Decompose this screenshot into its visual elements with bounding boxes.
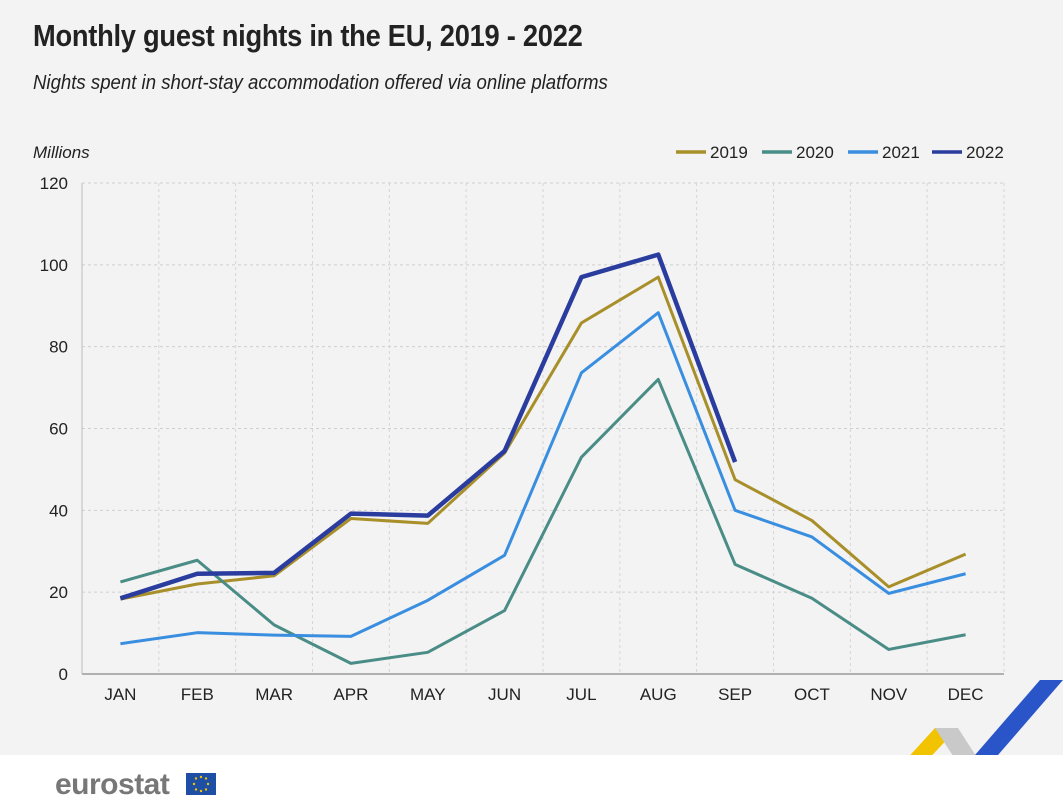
eu-flag-icon [186, 773, 216, 795]
y-tick-label: 100 [40, 256, 68, 275]
x-tick-label: SEP [718, 685, 752, 704]
grid [81, 182, 1005, 674]
x-tick-label: JUN [488, 685, 521, 704]
y-tick-label: 20 [49, 583, 68, 602]
x-tick-label: MAY [410, 685, 446, 704]
x-tick-label: AUG [640, 685, 677, 704]
y-tick-label: 40 [49, 501, 68, 520]
legend-label-2019: 2019 [710, 143, 748, 162]
y-tick-label: 0 [59, 665, 68, 684]
eurostat-logo: eurostat [55, 768, 170, 801]
x-tick-label: JAN [104, 685, 136, 704]
series-line-2021 [120, 311, 966, 646]
chart-subtitle: Nights spent in short-stay accommodation… [33, 72, 608, 94]
legend-label-2020: 2020 [796, 143, 834, 162]
legend: 2019 2020 2021 2022 [676, 143, 1004, 162]
series-line-2020 [120, 377, 966, 665]
series-line-2019 [120, 275, 967, 601]
x-tick-label: JUL [566, 685, 596, 704]
series-line-2022 [119, 252, 738, 601]
x-tick-label: NOV [870, 685, 908, 704]
chart-title: Monthly guest nights in the EU, 2019 - 2… [33, 18, 583, 53]
legend-label-2021: 2021 [882, 143, 920, 162]
y-axis-label: Millions [33, 143, 90, 162]
y-tick-label: 60 [49, 420, 68, 439]
y-tick-label: 80 [49, 338, 68, 357]
x-tick-label: FEB [181, 685, 214, 704]
legend-label-2022: 2022 [966, 143, 1004, 162]
series-lines [119, 252, 967, 665]
x-tick-label: APR [333, 685, 368, 704]
axes: 0 20 40 60 80 100 120 JAN FEB MAR APR MAY JUN JUL AUG S… [40, 174, 1004, 704]
x-tick-label: OCT [794, 685, 830, 704]
y-tick-label: 120 [40, 174, 68, 193]
x-tick-label: MAR [255, 685, 293, 704]
footer [0, 755, 1063, 810]
x-tick-label: DEC [948, 685, 984, 704]
